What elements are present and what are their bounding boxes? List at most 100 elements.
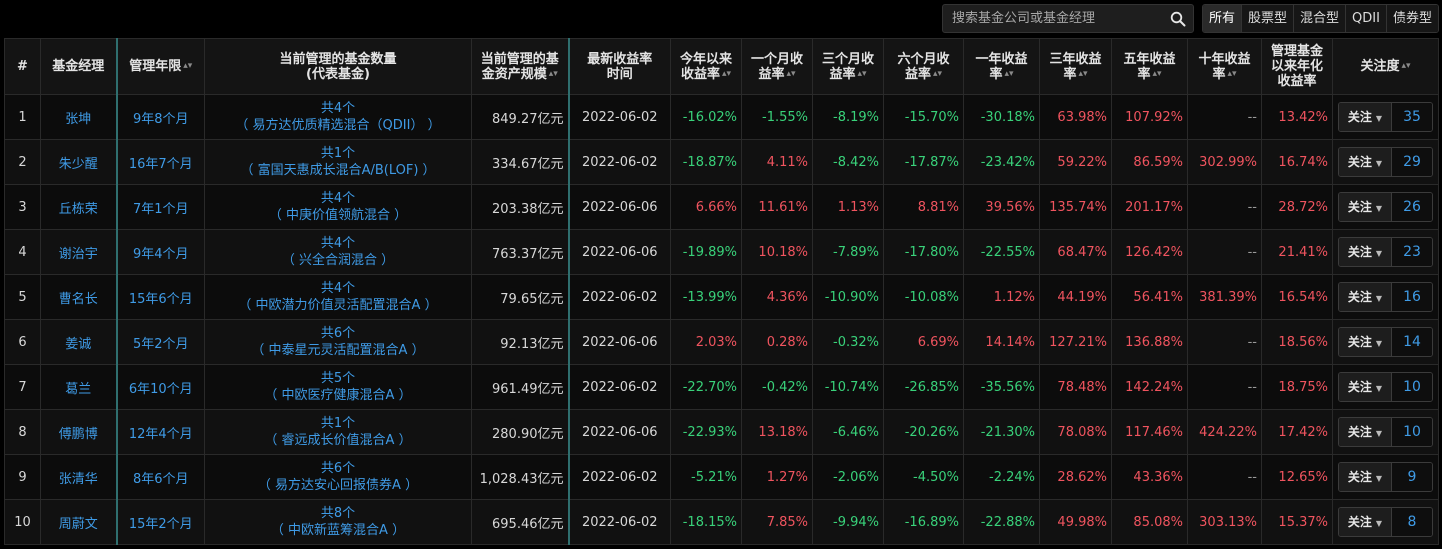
representative-fund[interactable]: 共1个 （ 睿远成长价值混合A ） xyxy=(204,409,472,455)
filter-tab-hybrid[interactable]: 混合型 xyxy=(1293,5,1346,32)
tenure-link-text[interactable]: 16年7个月 xyxy=(128,156,193,172)
follow-button[interactable]: 关注 ▼ xyxy=(1339,103,1392,131)
col-header-6m[interactable]: 六个月收 益率 ▴▾ xyxy=(883,38,964,95)
manager-name-link-text[interactable]: 朱少醒 xyxy=(58,156,98,172)
tenure-link-text[interactable]: 7年1个月 xyxy=(132,201,189,217)
fund-name-link[interactable]: （ 中欧医疗健康混合A ） xyxy=(264,388,412,403)
representative-fund[interactable]: 共4个 （ 中欧潜力价值灵活配置混合A ） xyxy=(204,274,472,320)
col-header-10y[interactable]: 十年收益率 ▴▾ xyxy=(1187,38,1262,95)
sort-icon[interactable]: ▴▾ xyxy=(932,68,943,79)
manager-name-link-text[interactable]: 谢治宇 xyxy=(58,246,98,262)
sort-icon[interactable]: ▴▾ xyxy=(1004,68,1014,79)
fund-count-link[interactable]: 共4个 xyxy=(320,191,356,206)
tenure-link-text[interactable]: 6年10个月 xyxy=(128,381,193,397)
follow-button[interactable]: 关注 ▼ xyxy=(1339,463,1392,491)
representative-fund[interactable]: 共1个 （ 富国天惠成长混合A/B(LOF) ） xyxy=(204,139,472,185)
tenure-link[interactable]: 6年10个月 xyxy=(116,364,205,410)
manager-name-link[interactable]: 姜诚 xyxy=(40,319,118,365)
fund-name-link[interactable]: （ 兴全合润混合 ） xyxy=(281,253,395,268)
manager-name-link-text[interactable]: 丘栋荣 xyxy=(58,201,98,217)
manager-name-link[interactable]: 张清华 xyxy=(40,454,118,500)
fund-name-link[interactable]: （ 中欧新蓝筹混合A ） xyxy=(270,523,406,538)
col-header-1y[interactable]: 一年收益率 ▴▾ xyxy=(963,38,1040,95)
tenure-link-text[interactable]: 5年2个月 xyxy=(132,336,189,352)
sort-icon[interactable]: ▴▾ xyxy=(1227,68,1237,79)
follow-button[interactable]: 关注 ▼ xyxy=(1339,373,1392,401)
col-header-aum[interactable]: 当前管理的基 金资产规模 ▴▾ xyxy=(471,38,570,95)
sort-icon[interactable]: ▴▾ xyxy=(721,68,732,79)
manager-name-link[interactable]: 曹名长 xyxy=(40,274,118,320)
tenure-link-text[interactable]: 8年6个月 xyxy=(132,471,189,487)
manager-name-link[interactable]: 谢治宇 xyxy=(40,229,118,275)
fund-name-link[interactable]: （ 易方达安心回报债券A ） xyxy=(257,478,419,493)
col-header-fund-count[interactable]: 当前管理的基金数量 (代表基金) xyxy=(204,38,472,95)
fund-count-link[interactable]: 共1个 xyxy=(320,416,356,431)
manager-name-link[interactable]: 丘栋荣 xyxy=(40,184,118,230)
manager-name-link[interactable]: 傅鹏博 xyxy=(40,409,118,455)
fund-name-link[interactable]: （ 中泰星元灵活配置混合A ） xyxy=(251,343,425,358)
fund-name-link[interactable]: （ 中欧潜力价值灵活配置混合A ） xyxy=(238,298,438,313)
tenure-link[interactable]: 8年6个月 xyxy=(116,454,205,500)
search-input[interactable] xyxy=(943,10,1167,27)
follow-button[interactable]: 关注 ▼ xyxy=(1339,283,1392,311)
filter-tab-stock[interactable]: 股票型 xyxy=(1241,5,1294,32)
fund-count-link[interactable]: 共1个 xyxy=(320,146,356,161)
follow-button[interactable]: 关注 ▼ xyxy=(1339,418,1392,446)
tenure-link-text[interactable]: 9年4个月 xyxy=(132,246,189,262)
fund-name-link[interactable]: （ 富国天惠成长混合A/B(LOF) ） xyxy=(240,163,436,178)
col-header-5y[interactable]: 五年收益率 ▴▾ xyxy=(1111,38,1188,95)
fund-name-link[interactable]: （ 易方达优质精选混合（QDII） ） xyxy=(235,118,441,133)
fund-count-link[interactable]: 共5个 xyxy=(320,371,356,386)
representative-fund[interactable]: 共5个 （ 中欧医疗健康混合A ） xyxy=(204,364,472,410)
tenure-link-text[interactable]: 9年8个月 xyxy=(132,111,189,127)
sort-icon[interactable]: ▴▾ xyxy=(183,61,193,71)
representative-fund[interactable]: 共4个 （ 易方达优质精选混合（QDII） ） xyxy=(204,94,472,140)
tenure-link[interactable]: 16年7个月 xyxy=(116,139,205,185)
col-header-3y[interactable]: 三年收益率 ▴▾ xyxy=(1039,38,1112,95)
representative-fund[interactable]: 共6个 （ 易方达安心回报债券A ） xyxy=(204,454,472,500)
manager-name-link-text[interactable]: 姜诚 xyxy=(65,336,92,352)
manager-name-link-text[interactable]: 周蔚文 xyxy=(58,516,98,532)
tenure-link[interactable]: 5年2个月 xyxy=(116,319,205,365)
follow-button[interactable]: 关注 ▼ xyxy=(1339,193,1392,221)
representative-fund[interactable]: 共4个 （ 中庚价值领航混合 ） xyxy=(204,184,472,230)
manager-name-link-text[interactable]: 葛兰 xyxy=(65,381,92,397)
search-icon[interactable] xyxy=(1167,8,1189,30)
manager-name-link-text[interactable]: 张清华 xyxy=(58,471,98,487)
sort-icon[interactable]: ▴▾ xyxy=(786,68,796,79)
col-header-1m[interactable]: 一个月收 益率 ▴▾ xyxy=(741,38,813,95)
fund-count-link[interactable]: 共6个 xyxy=(320,461,356,476)
representative-fund[interactable]: 共4个 （ 兴全合润混合 ） xyxy=(204,229,472,275)
tenure-link-text[interactable]: 15年2个月 xyxy=(128,516,193,532)
representative-fund[interactable]: 共8个 （ 中欧新蓝筹混合A ） xyxy=(204,499,472,545)
tenure-link[interactable]: 15年2个月 xyxy=(116,499,205,545)
col-header-annualized[interactable]: 管理基金 以来年化 收益率 xyxy=(1261,38,1333,95)
representative-fund[interactable]: 共6个 （ 中泰星元灵活配置混合A ） xyxy=(204,319,472,365)
col-header-tenure[interactable]: 管理年限 ▴▾ xyxy=(116,38,205,95)
follow-button[interactable]: 关注 ▼ xyxy=(1339,148,1392,176)
fund-count-link[interactable]: 共4个 xyxy=(320,281,356,296)
sort-icon[interactable]: ▴▾ xyxy=(548,68,558,79)
follow-button[interactable]: 关注 ▼ xyxy=(1339,328,1392,356)
col-header-3m[interactable]: 三个月收 益率 ▴▾ xyxy=(812,38,884,95)
tenure-link[interactable]: 12年4个月 xyxy=(116,409,205,455)
sort-icon[interactable]: ▴▾ xyxy=(857,68,867,79)
tenure-link-text[interactable]: 12年4个月 xyxy=(128,426,193,442)
manager-name-link-text[interactable]: 曹名长 xyxy=(58,291,98,307)
fund-name-link[interactable]: （ 睿远成长价值混合A ） xyxy=(264,433,412,448)
sort-icon[interactable]: ▴▾ xyxy=(1401,61,1411,71)
manager-name-link[interactable]: 周蔚文 xyxy=(40,499,118,545)
manager-name-link[interactable]: 朱少醒 xyxy=(40,139,118,185)
manager-name-link-text[interactable]: 傅鹏博 xyxy=(58,426,98,442)
follow-button[interactable]: 关注 ▼ xyxy=(1339,238,1392,266)
filter-tab-qdii[interactable]: QDII xyxy=(1345,5,1386,32)
fund-count-link[interactable]: 共6个 xyxy=(320,326,356,341)
tenure-link[interactable]: 9年8个月 xyxy=(116,94,205,140)
tenure-link[interactable]: 9年4个月 xyxy=(116,229,205,275)
col-header-ytd[interactable]: 今年以来 收益率 ▴▾ xyxy=(670,38,742,95)
fund-name-link[interactable]: （ 中庚价值领航混合 ） xyxy=(268,208,408,223)
tenure-link[interactable]: 15年6个月 xyxy=(116,274,205,320)
filter-tab-all[interactable]: 所有 xyxy=(1203,5,1242,32)
fund-count-link[interactable]: 共4个 xyxy=(320,101,356,116)
tenure-link[interactable]: 7年1个月 xyxy=(116,184,205,230)
